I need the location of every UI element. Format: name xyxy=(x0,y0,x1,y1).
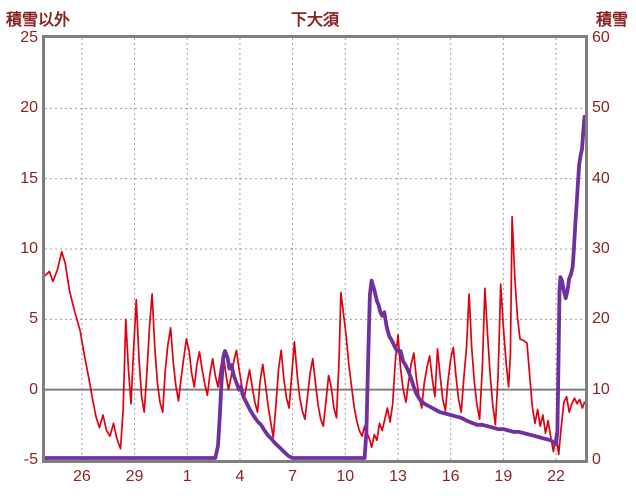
right-axis-title: 積雪 xyxy=(595,12,628,29)
x-tick-label: 1 xyxy=(182,468,192,485)
left-tick-label: 20 xyxy=(20,99,38,117)
left-tick-label: 0 xyxy=(29,380,38,398)
x-tick-label: 22 xyxy=(547,468,565,485)
left-axis-title: 積雪以外 xyxy=(6,12,71,29)
left-tick-label: -5 xyxy=(23,451,38,468)
x-tick-label: 29 xyxy=(125,468,144,485)
station-title: 下大須 xyxy=(290,12,339,29)
left-tick-label: 15 xyxy=(20,169,38,187)
x-tick-label: 13 xyxy=(389,468,407,485)
x-tick-label: 7 xyxy=(288,468,298,485)
left-tick-label: 25 xyxy=(20,29,38,46)
plot-svg xyxy=(45,38,585,460)
x-tick-label: 10 xyxy=(336,468,355,485)
right-tick-label: 20 xyxy=(592,310,610,328)
right-tick-label: 0 xyxy=(592,451,601,468)
x-tick-label: 4 xyxy=(235,468,245,485)
right-tick-label: 40 xyxy=(592,169,610,187)
temperature-line xyxy=(45,215,585,456)
x-tick-label: 16 xyxy=(441,468,460,485)
right-tick-label: 10 xyxy=(592,380,610,398)
x-tick-label: 26 xyxy=(72,468,91,485)
right-tick-label: 60 xyxy=(592,29,610,46)
right-tick-label: 50 xyxy=(592,99,610,117)
snow-depth-line xyxy=(45,114,585,460)
x-tick-label: 19 xyxy=(494,468,513,485)
right-tick-label: 30 xyxy=(592,240,610,257)
left-tick-label: 10 xyxy=(20,240,38,257)
left-tick-label: 5 xyxy=(29,310,38,328)
